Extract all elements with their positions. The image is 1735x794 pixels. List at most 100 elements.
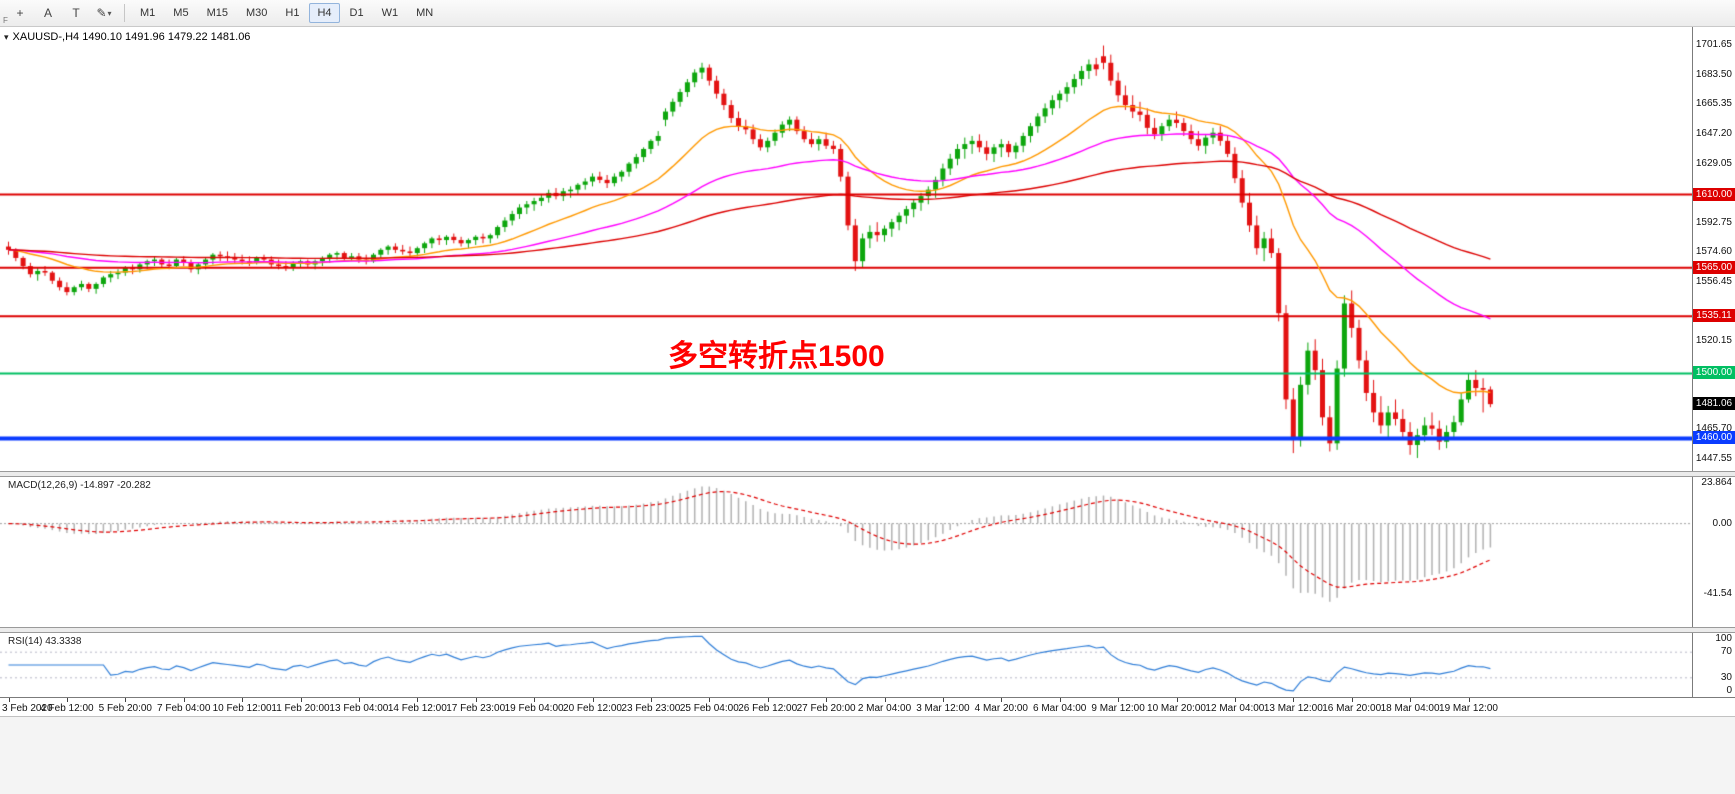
timeframe-button-mn[interactable]: MN [416, 7, 434, 19]
time-axis-label: 16 Mar 20:00 [1322, 703, 1382, 714]
time-axis[interactable]: 3 Feb 2020 4 Feb 12:00 5 Feb 20:00 7 Feb 04… [0, 697, 1735, 716]
time-axis-label: 23 Feb 23:00 [621, 703, 681, 714]
rsi-canvas[interactable] [0, 633, 1692, 697]
time-axis-label: 18 Mar 04:00 [1380, 703, 1440, 714]
rsi-axis-label: 100 [1715, 633, 1732, 644]
time-axis-tick [942, 698, 944, 702]
price-axis-label: 1683.50 [1695, 68, 1732, 80]
time-axis-tick [884, 698, 886, 702]
timeframe-button-m30[interactable]: M30 [245, 7, 268, 19]
time-axis-label: 27 Feb 20:00 [796, 703, 856, 714]
toolbar: F + A T ✎ ▾ M1 M5 M15 M30 H1 H4 D1 W1 MN [0, 0, 1735, 27]
rsi-axis-label: 30 [1720, 671, 1732, 683]
dropdown-caret-icon: ▾ [107, 8, 112, 18]
annotation-text[interactable]: 多空转折点1500 [668, 340, 885, 373]
chart-title-wrap: ▾ XAUUSD-,H4 1490.10 1491.96 1479.22 1481… [4, 31, 250, 43]
price-axis-label: 1465.70 [1695, 423, 1732, 435]
time-axis-tick [1118, 698, 1120, 702]
time-axis-label: 2 Mar 04:00 [857, 703, 912, 714]
time-axis-label: 25 Feb 04:00 [679, 703, 739, 714]
price-panel: ▾ XAUUSD-,H4 1490.10 1491.96 1479.22 1481… [0, 27, 1735, 471]
macd-axis: 23.864 0.00 -41.54 [1692, 477, 1735, 627]
price-chart-canvas[interactable] [0, 27, 1692, 471]
macd-canvas[interactable] [0, 477, 1692, 627]
timeframe-button-group: M1 M5 M15 M30 H1 H4 D1 W1 MN [131, 3, 442, 23]
time-axis-label: 11 Feb 20:00 [271, 703, 330, 714]
time-axis-tick [183, 698, 185, 702]
time-axis-tick [1059, 698, 1061, 702]
macd-panel: MACD(12,26,9) -14.897 -20.282 23.864 0.00… [0, 477, 1735, 627]
time-axis-tick [767, 698, 769, 702]
price-axis-label: 1574.60 [1695, 246, 1732, 258]
price-axis-label: 1701.65 [1695, 39, 1732, 51]
timeframe-button-w1[interactable]: W1 [381, 7, 399, 19]
timeframe-button-m15[interactable]: M15 [206, 7, 228, 19]
rsi-axis: 100 70 30 0 [1692, 633, 1735, 697]
time-axis-tick [417, 698, 419, 702]
time-axis-label: 10 Feb 12:00 [212, 703, 272, 714]
text-tool-icon[interactable]: A [43, 6, 52, 20]
macd-label: MACD(12,26,9) -14.897 -20.282 [8, 480, 151, 491]
price-axis-label: 1592.75 [1695, 216, 1732, 228]
bottom-filler [0, 716, 1735, 794]
time-axis-tick [1351, 698, 1353, 702]
hline-price-label: 1500.00 [1693, 366, 1735, 380]
time-axis-label: 14 Feb 12:00 [387, 703, 447, 714]
timeframe-button-h4[interactable]: H4 [309, 3, 340, 23]
chart-collapse-icon[interactable]: ▾ [4, 32, 9, 42]
time-axis-tick [358, 698, 360, 702]
price-axis-label: 1520.15 [1695, 334, 1732, 346]
hline-price-label: 1565.00 [1693, 260, 1735, 274]
chart-title: XAUUSD-,H4 1490.10 1491.96 1479.22 1481.… [12, 31, 251, 43]
time-axis-label: 12 Mar 04:00 [1205, 703, 1265, 714]
time-axis-label: 17 Feb 23:00 [446, 703, 506, 714]
price-axis-label: 1556.45 [1695, 275, 1732, 287]
time-axis-label: 3 Feb 2020 [2, 703, 53, 714]
current-price-label: 1481.06 [1693, 397, 1735, 411]
time-axis-tick [592, 698, 594, 702]
time-axis-label: 3 Mar 12:00 [916, 703, 970, 714]
time-axis-tick [1293, 698, 1295, 702]
time-axis-label: 4 Feb 12:00 [40, 703, 94, 714]
draw-tool-icon[interactable]: ✎ ▾ [96, 6, 112, 20]
time-axis-tick [1176, 698, 1178, 702]
time-axis-label: 13 Mar 12:00 [1263, 703, 1323, 714]
time-axis-tick [300, 698, 302, 702]
price-axis-label: 1665.35 [1695, 98, 1732, 110]
time-axis-label: 19 Feb 04:00 [504, 703, 564, 714]
rsi-axis-label: 70 [1720, 646, 1732, 658]
time-axis-label: 10 Mar 20:00 [1147, 703, 1206, 714]
timeframe-button-h1[interactable]: H1 [285, 7, 300, 19]
toolbar-side-label: F [3, 16, 8, 25]
time-axis-tick [125, 698, 127, 702]
time-axis-label: 7 Feb 04:00 [157, 703, 211, 714]
time-axis-tick [66, 698, 68, 702]
time-axis-tick [1468, 698, 1470, 702]
macd-axis-label: 0.00 [1712, 517, 1732, 529]
text-label-tool-icon[interactable]: T [72, 6, 80, 20]
time-axis-label: 9 Mar 12:00 [1091, 703, 1145, 714]
time-axis-label: 26 Feb 12:00 [738, 703, 798, 714]
time-axis-label: 20 Feb 12:00 [563, 703, 622, 714]
time-axis-tick [242, 698, 244, 702]
panel-divider-rsi[interactable] [0, 627, 1735, 633]
time-axis-label: 4 Mar 20:00 [974, 703, 1028, 714]
timeframe-button-d1[interactable]: D1 [349, 7, 364, 19]
panel-divider-macd[interactable] [0, 471, 1735, 477]
time-axis-label: 13 Feb 04:00 [329, 703, 389, 714]
price-axis-label: 1647.20 [1695, 128, 1732, 139]
price-axis-label: 1629.05 [1695, 157, 1732, 169]
crosshair-icon[interactable]: + [16, 6, 24, 20]
time-axis-tick [475, 698, 477, 702]
time-axis-tick [709, 698, 711, 702]
rsi-label: RSI(14) 43.3338 [8, 636, 82, 647]
macd-axis-label: -41.54 [1703, 588, 1732, 600]
time-axis-tick [1410, 698, 1412, 702]
timeframe-button-m1[interactable]: M1 [140, 7, 156, 19]
timeframe-button-m5[interactable]: M5 [173, 7, 189, 19]
rsi-axis-label: 0 [1726, 685, 1732, 696]
time-axis-tick [1234, 698, 1236, 702]
tool-button-group: + A T ✎ ▾ [6, 2, 118, 25]
hline-price-label: 1610.00 [1693, 187, 1735, 201]
hline-price-label: 1460.00 [1693, 431, 1735, 445]
